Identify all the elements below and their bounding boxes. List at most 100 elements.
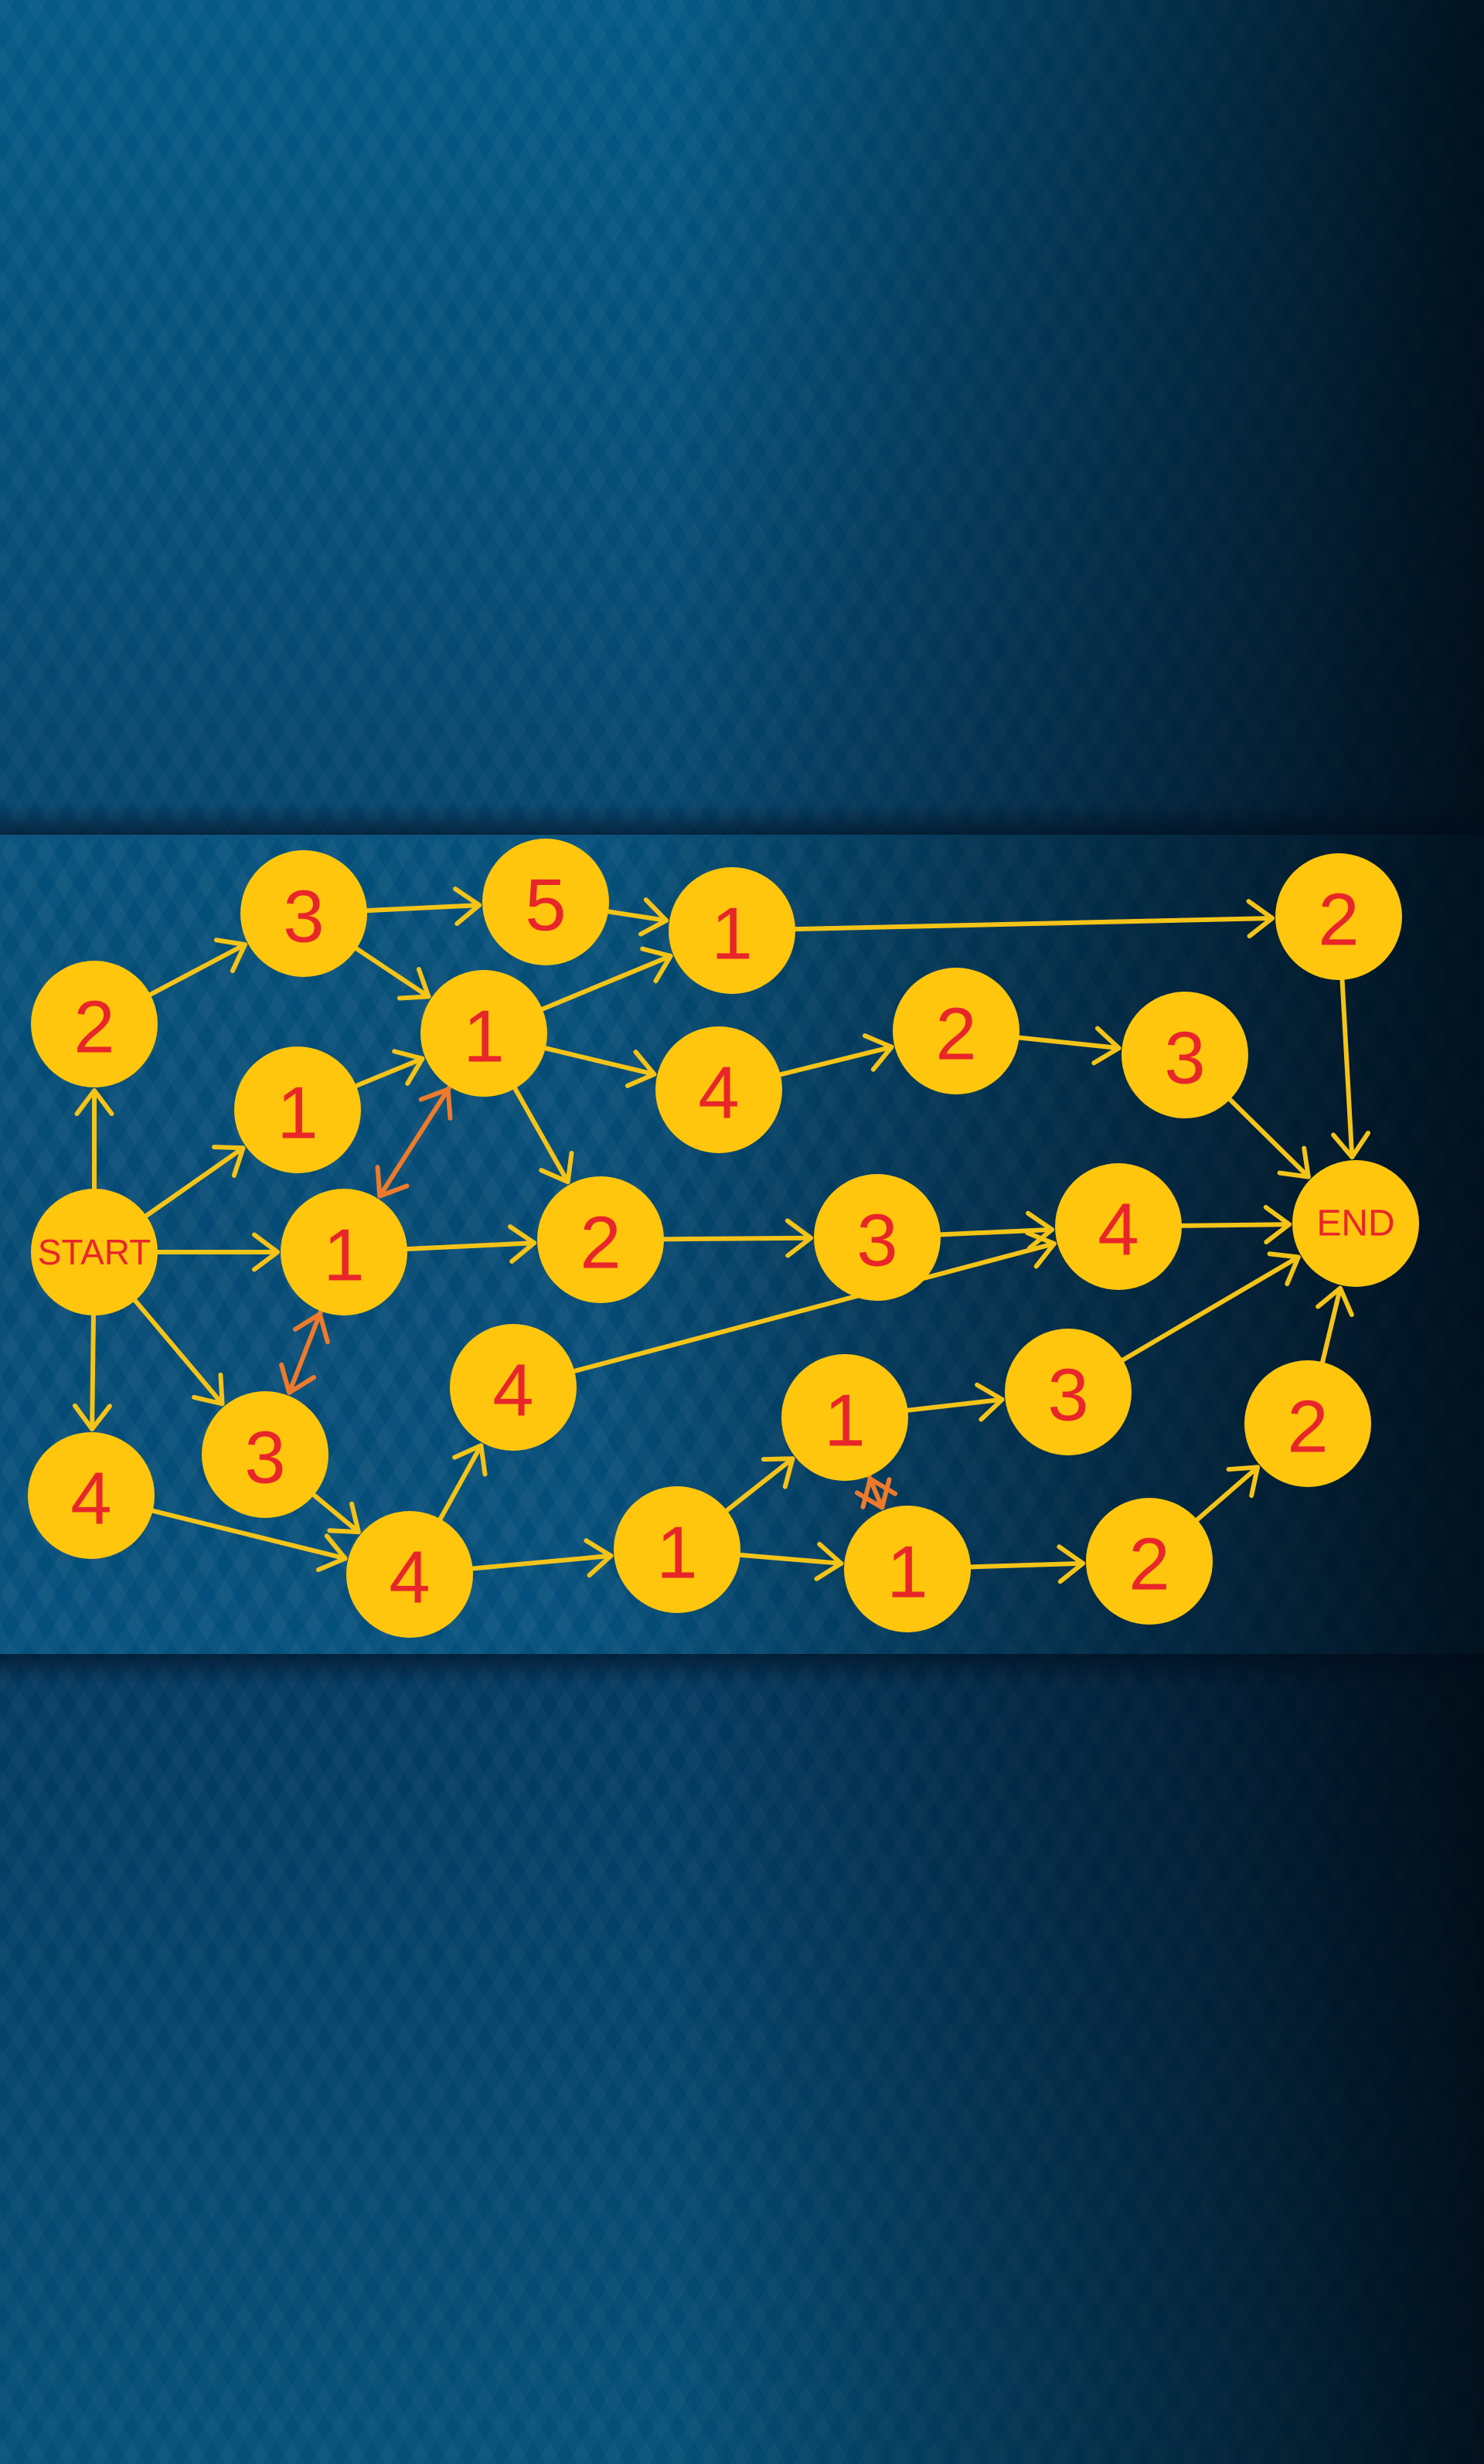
node-label: START [38, 1232, 151, 1272]
node-label: 2 [935, 993, 976, 1076]
edge-arrow [778, 1033, 894, 1077]
edge-arrow [72, 1312, 112, 1432]
edge-arrow [1331, 977, 1371, 1160]
node-label: 1 [323, 1214, 364, 1297]
node-n-2-topright[interactable]: 2 [1275, 853, 1402, 980]
node-label: 4 [1098, 1189, 1139, 1271]
node-n-4-center[interactable]: 4 [1055, 1163, 1182, 1290]
node-n-2-lowright[interactable]: 2 [1244, 1360, 1371, 1487]
board-shadow-top [0, 804, 1484, 835]
edge-arrow [144, 1145, 246, 1218]
node-label: 2 [580, 1202, 621, 1285]
edge-arrow [437, 1443, 488, 1522]
edge-arrow [724, 1456, 795, 1513]
node-n-1-lowright[interactable]: 1 [844, 1506, 971, 1632]
node-n-4-left[interactable]: 4 [28, 1432, 155, 1559]
edge-layer [72, 887, 1371, 1584]
node-n-1-lowmid[interactable]: 1 [781, 1354, 908, 1481]
node-label: 1 [277, 1072, 318, 1155]
node-end[interactable]: END [1292, 1160, 1419, 1287]
edge-arrow [155, 1232, 280, 1272]
node-circle [28, 1432, 155, 1559]
node-n-2-bottom[interactable]: 2 [1086, 1498, 1213, 1625]
node-n-2-left[interactable]: 2 [31, 961, 158, 1087]
node-label: 3 [856, 1200, 897, 1282]
node-n-5-top[interactable]: 5 [482, 839, 609, 965]
edge-arrow [606, 897, 669, 937]
edge-arrow [1316, 1285, 1354, 1365]
edge-arrow [968, 1544, 1086, 1584]
node-circle [1055, 1163, 1182, 1290]
node-circle [669, 867, 795, 994]
node-n-1-bottom[interactable]: 1 [614, 1486, 740, 1613]
node-label: 1 [656, 1512, 697, 1594]
edge-arrow [572, 1230, 1057, 1373]
node-label: END [1316, 1203, 1394, 1244]
edge-arrow [150, 1508, 348, 1572]
node-label: 2 [1318, 879, 1359, 961]
node-circle [234, 1047, 361, 1173]
node-n-4-mid[interactable]: 4 [655, 1026, 782, 1153]
node-n-3-top[interactable]: 3 [240, 850, 367, 977]
node-circle [482, 839, 609, 965]
node-circle [31, 961, 158, 1087]
bidirectional-edge [279, 1309, 330, 1395]
node-circle [346, 1511, 473, 1638]
edge-arrow [311, 1492, 361, 1535]
node-label: 4 [698, 1052, 739, 1135]
node-start[interactable]: START [31, 1189, 158, 1315]
edge-arrow [1179, 1205, 1292, 1245]
node-circle [1292, 1160, 1419, 1287]
node-n-3-center[interactable]: 3 [814, 1174, 941, 1301]
node-label: 3 [1047, 1354, 1088, 1437]
node-label: 4 [70, 1458, 111, 1540]
node-n-1-center[interactable]: 1 [281, 1189, 407, 1315]
node-n-3-lowright[interactable]: 3 [1005, 1329, 1132, 1455]
edge-arrow [792, 899, 1275, 939]
edge-arrow [512, 1086, 574, 1185]
node-circle [844, 1506, 971, 1632]
node-circle [281, 1189, 407, 1315]
bidirectional-edge [854, 1473, 898, 1510]
node-circle [893, 968, 1019, 1094]
edge-arrow [539, 946, 673, 1012]
node-circle [240, 850, 367, 977]
node-n-3-mid[interactable]: 3 [1122, 992, 1248, 1118]
node-n-3-lowleft[interactable]: 3 [202, 1391, 328, 1518]
node-n-1-upper[interactable]: 1 [420, 970, 547, 1097]
node-circle [1086, 1498, 1213, 1625]
node-label: 5 [525, 864, 566, 947]
node-n-4-bottom[interactable]: 4 [346, 1511, 473, 1638]
node-circle [420, 970, 547, 1097]
node-circle [1122, 992, 1248, 1118]
node-label: 3 [244, 1417, 285, 1499]
node-n-2-center[interactable]: 2 [537, 1176, 664, 1303]
node-n-1-top[interactable]: 1 [669, 867, 795, 994]
node-n-4-lower[interactable]: 4 [450, 1324, 577, 1451]
node-circle [781, 1354, 908, 1481]
edge-arrow [1194, 1465, 1261, 1523]
node-label: 1 [463, 995, 504, 1078]
node-circle [1005, 1329, 1132, 1455]
edge-arrow [543, 1046, 657, 1088]
node-label: 1 [824, 1380, 865, 1462]
node-circle [1244, 1360, 1371, 1487]
node-label: 1 [887, 1531, 928, 1614]
edge-arrow [737, 1541, 844, 1581]
edge-arrow [364, 887, 482, 927]
edge-arrow [1016, 1026, 1122, 1066]
node-circle [1275, 853, 1402, 980]
node-n-1-left[interactable]: 1 [234, 1047, 361, 1173]
node-n-2-mid[interactable]: 2 [893, 968, 1019, 1094]
node-circle [537, 1176, 664, 1303]
edge-arrow [470, 1538, 614, 1578]
node-circle [655, 1026, 782, 1153]
edge-arrow [148, 938, 247, 997]
edge-arrow [1120, 1251, 1301, 1363]
node-label: 2 [1287, 1386, 1328, 1469]
edge-arrow [905, 1382, 1005, 1422]
node-label: 2 [1128, 1523, 1169, 1606]
edge-arrow [404, 1224, 537, 1264]
